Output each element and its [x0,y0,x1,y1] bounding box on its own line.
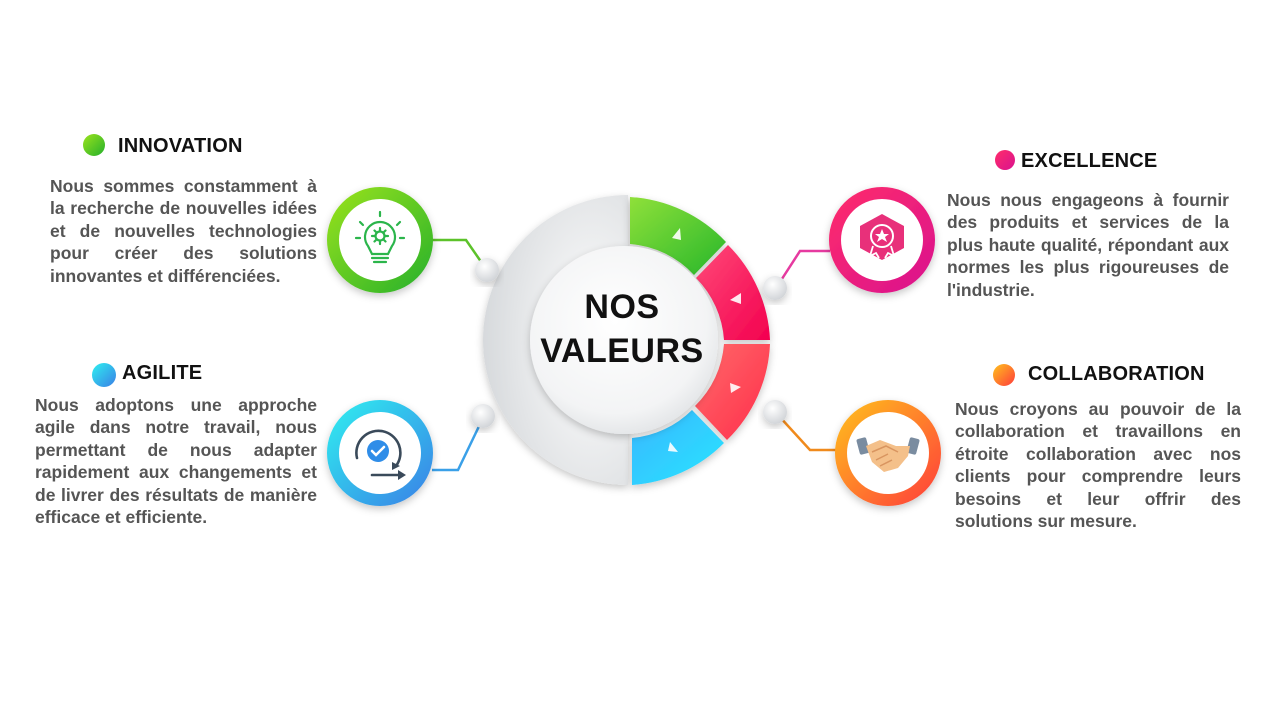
lightbulb-gear-icon [354,210,406,264]
excellence-connector [776,249,830,286]
collaboration-connector [777,414,840,452]
handshake-icon [856,437,920,472]
agilite-title: AGILITE [122,362,203,384]
excellence-dot [995,150,1015,170]
excellence-title: EXCELLENCE [1021,150,1158,172]
segment-pink [696,245,770,340]
innovation-description: Nous sommes constamment à la recherche d… [50,176,317,286]
excellence-icon-circle [829,187,935,293]
agilite-icon-circle [327,400,433,506]
center-circle [530,246,718,434]
collaboration-title: COLLABORATION [1028,363,1205,385]
innovation-title: INNOVATION [118,135,243,157]
segment-pink-marker [730,293,741,304]
center-title-line2: VALEURS [540,332,704,370]
innovation-connector [432,238,486,267]
center-title-line1: NOS [584,288,660,326]
agilite-dot [92,363,116,387]
collaboration-dot [993,364,1015,386]
segment-green-marker [672,228,681,240]
agilite-knob [471,404,495,428]
innovation-icon-circle [327,187,433,293]
collaboration-description: Nous croyons au pouvoir de la collaborat… [955,399,1241,532]
collaboration-icon-circle [835,400,941,506]
segment-red-marker [730,383,741,393]
segment-blue-marker [668,442,678,452]
innovation-knob [475,258,499,282]
excellence-knob [763,276,787,300]
agilite-connector [432,419,484,472]
innovation-dot [83,134,105,156]
excellence-description: Nous nous engageons à fournir des produi… [947,190,1229,300]
collaboration-knob [763,400,787,424]
award-badge-icon [860,214,904,260]
center-title: NOS VALEURS [532,285,712,373]
segment-blue [632,410,724,485]
agile-cycle-icon [355,429,406,480]
agilite-description: Nous adoptons une approche agile dans no… [35,395,317,528]
